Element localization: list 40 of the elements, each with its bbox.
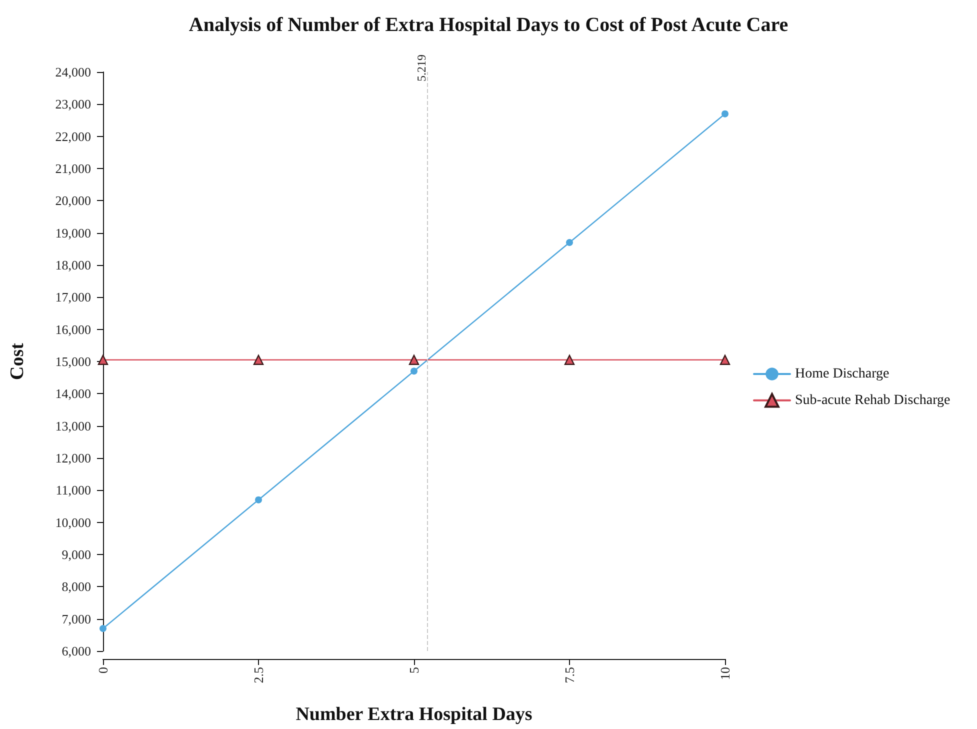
y-tick-label: 17,000 [55,290,91,305]
y-tick-label: 20,000 [55,193,91,208]
x-tick-label: 10 [718,667,732,680]
y-axis-title: Cost [7,342,28,380]
y-tick-label: 12,000 [55,450,91,466]
y-tick-label: 7,000 [62,611,91,626]
y-tick-label: 21,000 [55,161,91,176]
y-tick-label: 14,000 [55,386,91,402]
y-tick-label: 22,000 [55,128,91,144]
x-tick-label: 5 [406,667,422,674]
x-axis-title: Number Extra Hospital Days [296,704,532,725]
y-tick-label: 11,000 [56,482,91,498]
x-tick-label: 0 [96,667,110,674]
y-tick-label: 19,000 [55,225,91,240]
point [255,496,262,504]
point [566,238,573,246]
point [98,354,108,365]
legend-label: Sub-acute Rehab Discharge [795,392,950,408]
chart-title: Analysis of Number of Extra Hospital Days to Cost of Post Acute Care [188,14,788,36]
y-tick-label: 6,000 [62,644,91,658]
legend-label: Home Discharge [795,366,890,382]
point [253,354,264,365]
point [564,354,575,365]
y-tick-label: 16,000 [55,322,91,337]
y-tick-label: 9,000 [62,547,91,562]
y-tick-label: 8,000 [62,579,91,594]
y-tick-label: 23,000 [55,96,91,112]
point [410,368,418,375]
point [408,354,420,365]
y-tick-label: 24,000 [55,64,91,80]
point [722,110,728,118]
y-tick-label: 13,000 [55,418,91,434]
y-tick-label: 18,000 [55,258,91,272]
point [100,624,106,632]
point [720,354,730,365]
ref-line-label: 5.219 [414,54,429,82]
y-tick-label: 10,000 [55,514,91,530]
x-tick-label: 2.5 [251,667,266,684]
x-tick-label: 7.5 [562,667,577,684]
y-tick-label: 15,000 [55,354,91,369]
